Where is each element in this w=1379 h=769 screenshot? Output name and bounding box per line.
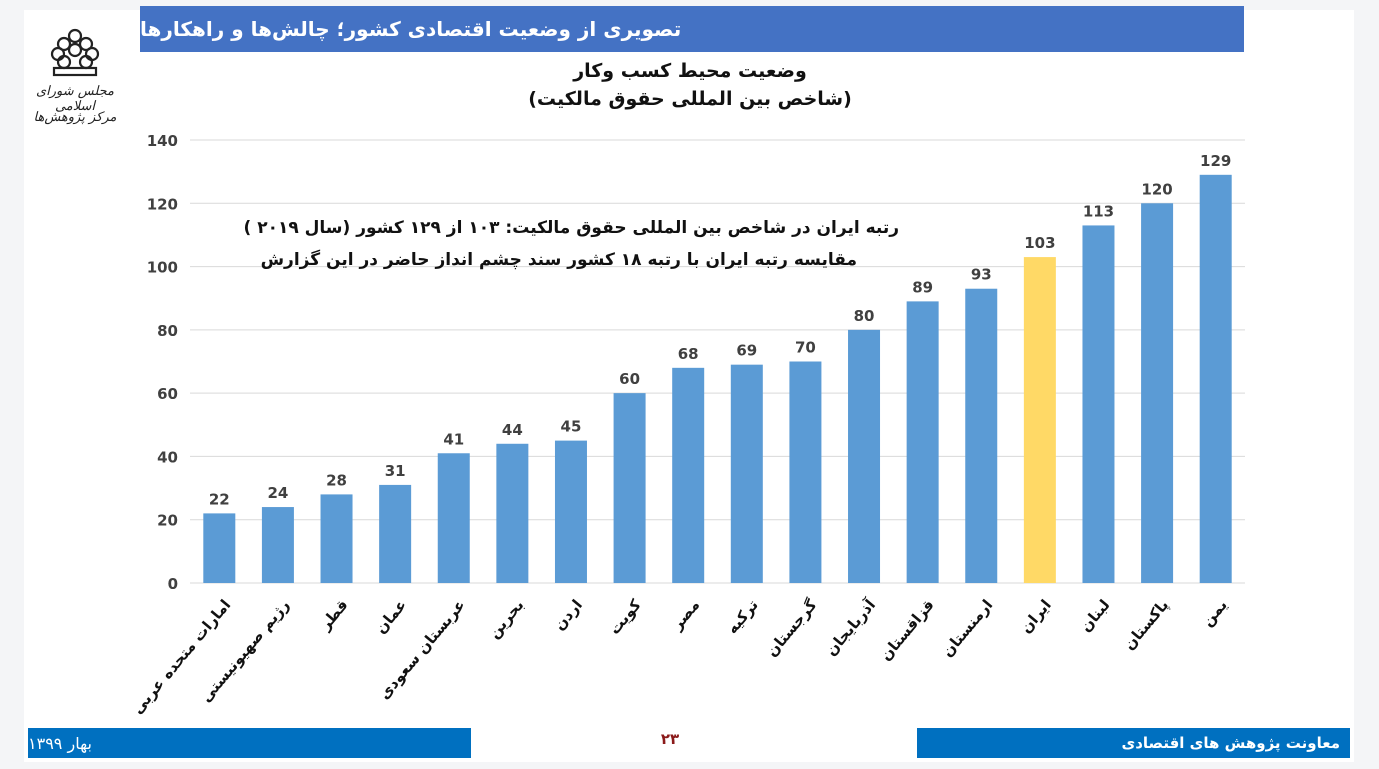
data-label: 93 <box>971 266 992 284</box>
logo-text-line2: مرکز پژوهش‌ها <box>33 110 117 125</box>
data-label: 69 <box>736 342 757 360</box>
bar <box>379 484 412 583</box>
bar <box>730 364 763 583</box>
bar <box>1082 225 1115 583</box>
footer-season: بهار ۱۳۹۹ <box>28 728 471 758</box>
bar <box>554 440 587 583</box>
y-tick-label: 100 <box>147 259 178 277</box>
x-tick-label: ارمنستان <box>938 596 996 660</box>
x-tick-label: گرجستان <box>763 596 821 660</box>
y-tick-label: 20 <box>157 512 178 530</box>
data-labels: 22 24 28 31 41 44 45 60 68 69 70 80 89 93 103 113 120 129 <box>209 152 1231 509</box>
logo-text-line1: مجلس شورای اسلامی <box>35 84 115 114</box>
y-tick-label: 120 <box>147 195 178 213</box>
y-tick-label: 80 <box>157 322 178 340</box>
x-tick-label: ایران <box>1017 596 1055 637</box>
header-bar: تصویری از وضعیت اقتصادی کشور؛ چالش‌ها و … <box>140 6 1244 52</box>
footer-season-text: بهار ۱۳۹۹ <box>28 733 92 753</box>
chart-subtitle: (شاخص بین المللی حقوق مالکیت) <box>528 88 852 110</box>
bar <box>261 507 294 583</box>
bar <box>1199 174 1232 584</box>
data-label: 31 <box>385 462 406 480</box>
bar <box>906 301 939 583</box>
x-tick-label: لبنان <box>1076 596 1113 635</box>
x-tick-label: قزاقستان <box>876 596 937 664</box>
x-tick-label: عمان <box>372 596 411 637</box>
data-label: 129 <box>1200 152 1231 170</box>
x-tick-label: آذربایجان <box>822 595 880 659</box>
x-tick-label: اردن <box>550 596 586 634</box>
y-tick-label: 140 <box>147 132 178 150</box>
footer-department: معاونت پژوهش های اقتصادی <box>917 728 1350 758</box>
bar <box>613 393 646 583</box>
grid-lines <box>190 139 1245 584</box>
x-tick-label: کویت <box>605 596 644 638</box>
data-label: 89 <box>912 278 933 296</box>
data-label: 120 <box>1141 180 1172 198</box>
page-number: ۲۳ <box>660 730 680 748</box>
y-tick-label: 60 <box>157 385 178 403</box>
data-label: 44 <box>502 421 523 439</box>
header-title: تصویری از وضعیت اقتصادی کشور؛ چالش‌ها و … <box>140 17 682 41</box>
x-tick-label: پاکستان <box>1120 596 1173 654</box>
data-label: 28 <box>326 471 347 489</box>
data-label: 68 <box>678 345 699 363</box>
x-tick-label: امارات متحده عربی <box>128 596 234 717</box>
annotation-line-1: رتبه ایران در شاخص بین المللی حقوق مالکی… <box>243 218 899 238</box>
bar <box>1023 257 1056 583</box>
x-tick-label: یمن <box>1198 596 1231 630</box>
data-label: 80 <box>854 307 875 325</box>
x-tick-label: مصر <box>667 596 703 634</box>
footer-department-text: معاونت پژوهش های اقتصادی <box>1121 734 1340 752</box>
bar <box>672 367 705 583</box>
bar <box>203 513 236 583</box>
bar <box>1141 203 1174 584</box>
bar <box>789 361 822 583</box>
data-label: 113 <box>1083 202 1114 220</box>
data-label: 60 <box>619 370 640 388</box>
bar <box>848 329 881 583</box>
bar <box>496 443 529 583</box>
data-label: 22 <box>209 490 230 508</box>
y-axis-ticks: 0 20 40 60 80 100 120 140 <box>147 132 178 593</box>
x-tick-label: ترکیه <box>723 596 762 637</box>
data-label: 103 <box>1024 234 1055 252</box>
data-label: 24 <box>267 484 288 502</box>
x-tick-label: قطر <box>315 596 351 634</box>
annotation-line-2: مقایسه رتبه ایران با رتبه ۱۸ کشور سند چش… <box>260 250 857 270</box>
x-tick-label: بحرین <box>485 596 528 642</box>
bar <box>320 494 353 583</box>
data-label: 45 <box>561 418 582 436</box>
y-tick-label: 0 <box>168 575 178 593</box>
chart-title: وضعیت محیط کسب وکار <box>573 60 807 82</box>
data-label: 70 <box>795 339 816 357</box>
bar <box>437 453 470 583</box>
bars <box>203 174 1232 584</box>
parliament-logo <box>50 28 100 77</box>
bar <box>965 288 998 583</box>
y-tick-label: 40 <box>157 448 178 466</box>
data-label: 41 <box>443 430 464 448</box>
